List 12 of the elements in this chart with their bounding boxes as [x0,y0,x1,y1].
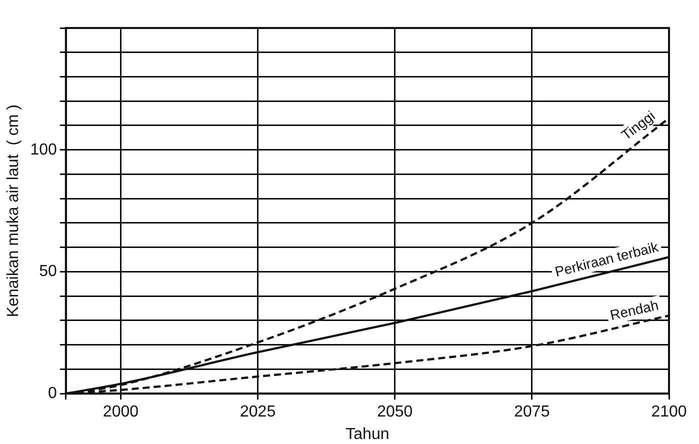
y-axis-title: Kenaikan muka air laut ( cm ) [5,104,22,318]
x-axis-title: Tahun [346,426,390,443]
text: Perkiraan terbaik [553,238,661,280]
x-tick-label: 2000 [102,404,139,421]
x-tick-label: 2025 [240,404,276,421]
x-tick-label: 2050 [377,404,413,421]
x-tick-label: 2100 [651,404,687,421]
y-tick-label: 100 [30,141,57,158]
x-tick-label: 2075 [514,404,550,421]
y-tick-label: 0 [48,385,57,402]
y-tick-label: 50 [39,263,57,280]
text: Rendah [608,296,660,324]
